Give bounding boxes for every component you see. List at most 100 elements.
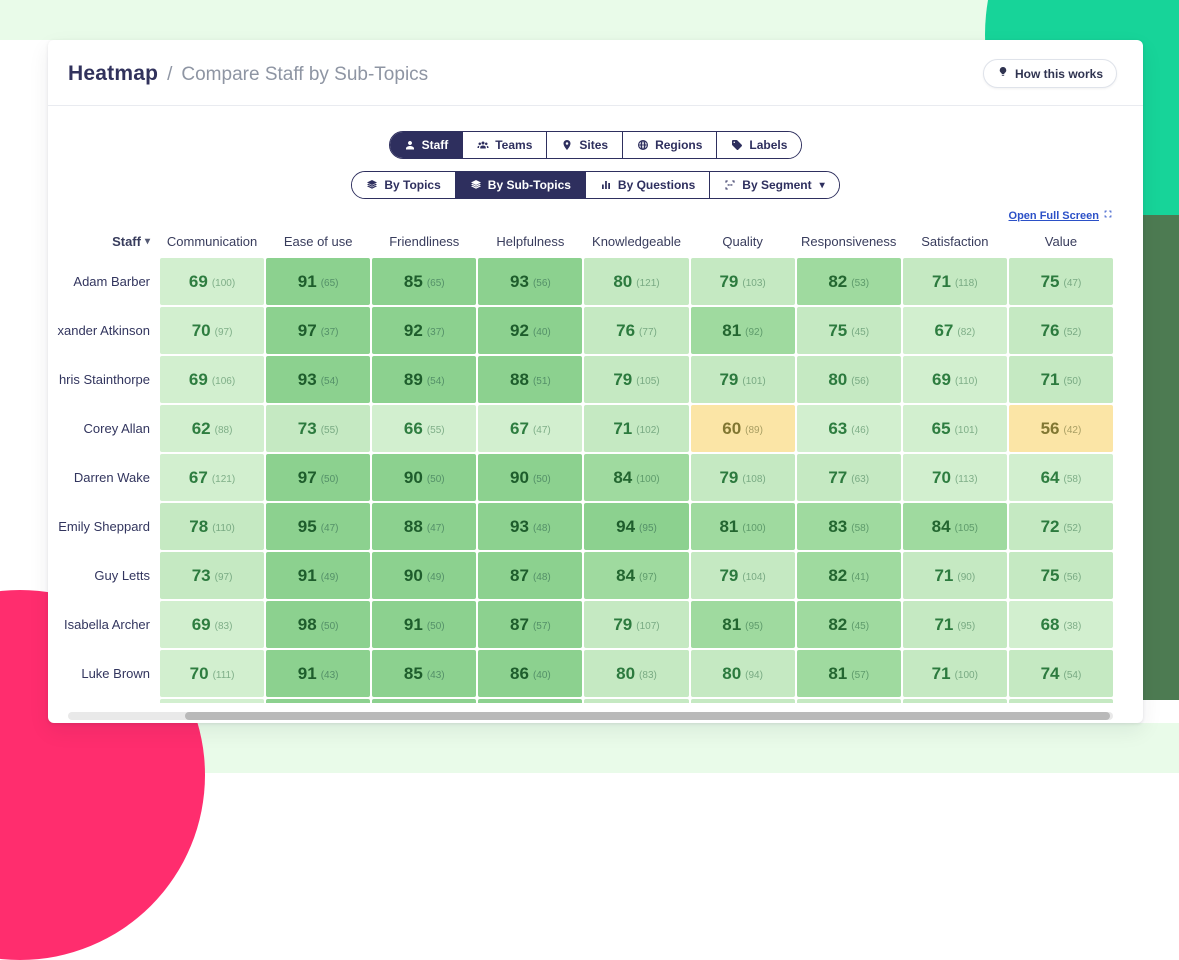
heatmap-cell[interactable]: 98 (50): [266, 601, 371, 648]
heatmap-cell[interactable]: 71 (102): [584, 405, 689, 452]
column-header-staff[interactable]: Staff ▾: [48, 226, 158, 256]
heatmap-cell[interactable]: 84 (105): [902, 503, 1007, 550]
heatmap-cell[interactable]: 97 (50): [266, 454, 371, 501]
heatmap-cell[interactable]: 93 (48): [478, 503, 583, 550]
heatmap-cell[interactable]: 97 (37): [266, 307, 371, 354]
heatmap-cell[interactable]: 91 (43): [266, 650, 371, 697]
heatmap-cell[interactable]: 75 (56): [1008, 552, 1113, 599]
heatmap-cell[interactable]: 81 (100): [690, 503, 795, 550]
heatmap-cell[interactable]: 79 (103): [690, 258, 795, 305]
heatmap-cell[interactable]: 79 (101): [690, 356, 795, 403]
cell-count: (56): [851, 375, 870, 387]
heatmap-cell[interactable]: 92 (37): [372, 307, 477, 354]
tab-staff[interactable]: Staff: [389, 132, 464, 158]
heatmap-cell[interactable]: 78 (110): [160, 503, 265, 550]
heatmap-cell[interactable]: 69 (106): [160, 356, 265, 403]
heatmap-cell[interactable]: 84 (97): [584, 552, 689, 599]
heatmap-cell[interactable]: 64 (58): [1008, 454, 1113, 501]
heatmap-cell[interactable]: 79 (105): [584, 356, 689, 403]
heatmap-cell[interactable]: 71 (100): [902, 650, 1007, 697]
heatmap-cell[interactable]: 90 (50): [372, 454, 477, 501]
heatmap-cell[interactable]: 74 (54): [1008, 650, 1113, 697]
heatmap-cell[interactable]: 80 (121): [584, 258, 689, 305]
heatmap-cell[interactable]: 81 (92): [690, 307, 795, 354]
heatmap-cell[interactable]: 69 (110): [902, 356, 1007, 403]
heatmap-cell[interactable]: 95 (47): [266, 503, 371, 550]
heatmap-cell[interactable]: 60 (89): [690, 405, 795, 452]
heatmap-cell[interactable]: 75 (45): [796, 307, 901, 354]
heatmap-cell[interactable]: 67 (121): [160, 454, 265, 501]
heatmap-cell[interactable]: 87 (48): [478, 552, 583, 599]
heatmap-cell[interactable]: 70 (111): [160, 650, 265, 697]
heatmap-cell[interactable]: 91 (50): [372, 601, 477, 648]
heatmap-cell[interactable]: 62 (88): [160, 405, 265, 452]
tab-by-topics[interactable]: By Topics: [352, 172, 456, 198]
heatmap-cell[interactable]: 88 (51): [478, 356, 583, 403]
how-this-works-button[interactable]: How this works: [982, 59, 1117, 88]
heatmap-cell[interactable]: 81 (95): [690, 601, 795, 648]
heatmap-cell[interactable]: 90 (49): [372, 552, 477, 599]
heatmap-cell[interactable]: 79 (108): [690, 454, 795, 501]
heatmap-cell[interactable]: 73 (97): [160, 552, 265, 599]
heatmap-cell[interactable]: 89 (54): [372, 356, 477, 403]
heatmap-cell[interactable]: 91 (49): [266, 552, 371, 599]
heatmap-cell[interactable]: 81 (57): [796, 650, 901, 697]
open-full-screen-link[interactable]: Open Full Screen: [1009, 209, 1113, 222]
tab-by-questions[interactable]: By Questions: [585, 172, 711, 198]
heatmap-cell[interactable]: 71 (90): [902, 552, 1007, 599]
heatmap-cell[interactable]: 68 (38): [1008, 601, 1113, 648]
heatmap-cell[interactable]: 70 (97): [160, 307, 265, 354]
column-header-communication: Communication: [166, 233, 258, 249]
tab-sites[interactable]: Sites: [547, 132, 624, 158]
heatmap-cell[interactable]: 93 (56): [478, 258, 583, 305]
heatmap-cell[interactable]: 69 (83): [160, 601, 265, 648]
heatmap-cell[interactable]: 67 (47): [478, 405, 583, 452]
heatmap-cell[interactable]: 77 (63): [796, 454, 901, 501]
heatmap-cell[interactable]: 87 (57): [478, 601, 583, 648]
heatmap-cell[interactable]: 94 (95): [584, 503, 689, 550]
heatmap-cell[interactable]: 69 (100): [160, 258, 265, 305]
heatmap-cell[interactable]: 76 (77): [584, 307, 689, 354]
heatmap-cell[interactable]: 73 (55): [266, 405, 371, 452]
heatmap-cell[interactable]: 86 (40): [478, 650, 583, 697]
heatmap-cell[interactable]: 79 (104): [690, 552, 795, 599]
heatmap-cell[interactable]: 93 (54): [266, 356, 371, 403]
heatmap-cell[interactable]: 85 (65): [372, 258, 477, 305]
heatmap-cell[interactable]: 79 (107): [584, 601, 689, 648]
scrollbar-thumb[interactable]: [185, 712, 1110, 720]
cell-score: 81: [828, 663, 848, 683]
tab-by-segment[interactable]: By Segment ▾: [710, 172, 839, 198]
heatmap-cell[interactable]: 82 (41): [796, 552, 901, 599]
cell-count: (105): [954, 522, 978, 534]
heatmap-cell[interactable]: 80 (56): [796, 356, 901, 403]
heatmap-cell[interactable]: 72 (52): [1008, 503, 1113, 550]
tab-teams[interactable]: Teams: [463, 132, 548, 158]
heatmap-cell[interactable]: 76 (52): [1008, 307, 1113, 354]
heatmap-cell[interactable]: 71 (50): [1008, 356, 1113, 403]
tab-regions[interactable]: Regions: [623, 132, 718, 158]
heatmap-cell[interactable]: 71 (95): [902, 601, 1007, 648]
heatmap-cell[interactable]: 65 (101): [902, 405, 1007, 452]
tab-by-sub-topics[interactable]: By Sub-Topics: [455, 172, 586, 198]
cell-count: (100): [636, 473, 660, 485]
heatmap-cell[interactable]: 85 (43): [372, 650, 477, 697]
heatmap-cell[interactable]: 84 (100): [584, 454, 689, 501]
heatmap-cell[interactable]: 63 (46): [796, 405, 901, 452]
heatmap-cell[interactable]: 82 (45): [796, 601, 901, 648]
heatmap-cell[interactable]: 56 (42): [1008, 405, 1113, 452]
heatmap-cell[interactable]: 71 (118): [902, 258, 1007, 305]
heatmap-cell[interactable]: 92 (40): [478, 307, 583, 354]
heatmap-cell[interactable]: 80 (94): [690, 650, 795, 697]
heatmap-cell[interactable]: 91 (65): [266, 258, 371, 305]
tab-labels[interactable]: Labels: [717, 132, 802, 158]
heatmap-cell[interactable]: 75 (47): [1008, 258, 1113, 305]
heatmap-cell[interactable]: 80 (83): [584, 650, 689, 697]
heatmap-cell[interactable]: 67 (82): [902, 307, 1007, 354]
heatmap-cell[interactable]: 90 (50): [478, 454, 583, 501]
cell-score: 76: [1040, 320, 1060, 340]
heatmap-cell[interactable]: 88 (47): [372, 503, 477, 550]
heatmap-cell[interactable]: 83 (58): [796, 503, 901, 550]
heatmap-cell[interactable]: 70 (113): [902, 454, 1007, 501]
heatmap-cell[interactable]: 66 (55): [372, 405, 477, 452]
heatmap-cell[interactable]: 82 (53): [796, 258, 901, 305]
